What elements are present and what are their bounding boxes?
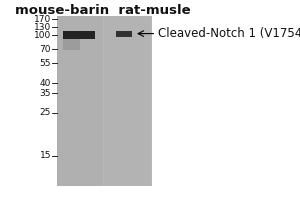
Text: 25: 25: [40, 108, 51, 117]
Text: 70: 70: [40, 45, 51, 53]
Text: 55: 55: [40, 58, 51, 68]
Bar: [62, 39, 80, 50]
Bar: [62, 31, 95, 39]
Text: 40: 40: [40, 78, 51, 88]
Text: mouse-barin  rat-musle: mouse-barin rat-musle: [14, 4, 190, 17]
Text: 100: 100: [34, 30, 51, 40]
Bar: [116, 31, 132, 37]
Text: 15: 15: [40, 152, 51, 160]
Bar: [57, 16, 103, 186]
Text: 35: 35: [40, 88, 51, 98]
Bar: [57, 16, 152, 186]
Bar: [104, 16, 151, 186]
Text: 170: 170: [34, 15, 51, 23]
Text: Cleaved-Notch 1 (V1754): Cleaved-Notch 1 (V1754): [158, 27, 300, 40]
Text: 130: 130: [34, 22, 51, 31]
